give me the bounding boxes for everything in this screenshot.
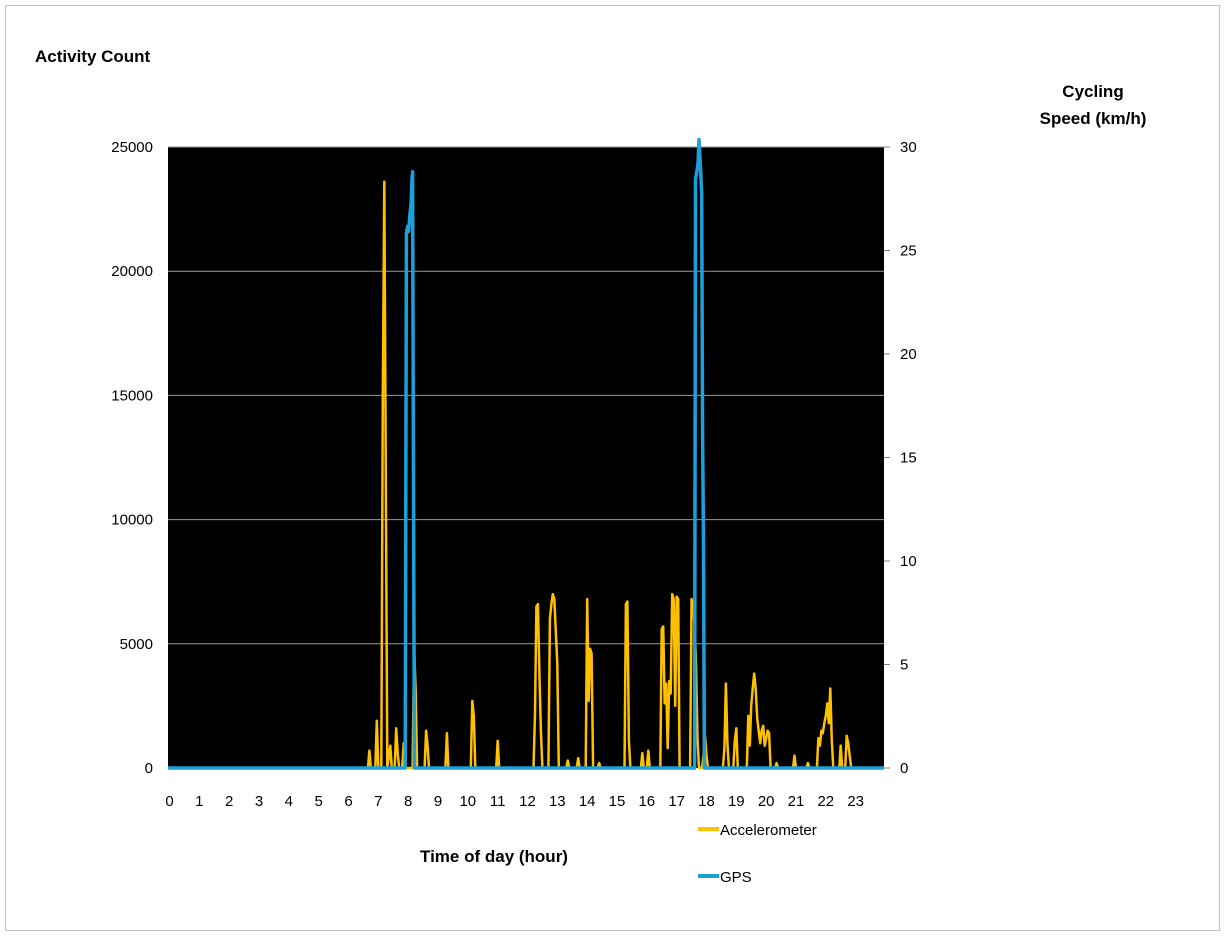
x-tick-label-20: 20 — [758, 793, 775, 810]
y-left-tick-label-0: 0 — [145, 760, 153, 777]
right-axis-title-line1: Cycling — [1062, 82, 1123, 101]
gridlines — [168, 146, 884, 645]
legend: Accelerometer GPS — [698, 822, 817, 886]
chart-frame — [5, 5, 1220, 931]
y-right-tick-label-25: 25 — [900, 243, 917, 260]
y-right-tick-label-30: 30 — [900, 139, 917, 156]
x-tick-label-11: 11 — [490, 793, 506, 810]
x-tick-label-17: 17 — [668, 793, 685, 810]
legend-label-accelerometer: Accelerometer — [720, 822, 817, 839]
legend-label-gps: GPS — [720, 869, 752, 886]
x-tick-label-14: 14 — [579, 793, 596, 810]
x-tick-label-15: 15 — [609, 793, 626, 810]
x-tick-label-3: 3 — [255, 793, 263, 810]
y-left-tick-label-10000: 10000 — [111, 512, 153, 529]
x-tick-label-10: 10 — [459, 793, 476, 810]
x-tick-label-2: 2 — [225, 793, 233, 810]
plot-area — [168, 147, 884, 768]
x-tick-label-0: 0 — [165, 793, 173, 810]
y-right-tick-label-15: 15 — [900, 450, 917, 467]
y-left-tick-label-25000: 25000 — [111, 139, 153, 156]
x-tick-label-4: 4 — [285, 793, 293, 810]
x-tick-label-19: 19 — [728, 793, 745, 810]
x-tick-label-12: 12 — [519, 793, 536, 810]
y-left-tick-label-20000: 20000 — [111, 263, 153, 280]
x-tick-label-16: 16 — [638, 793, 655, 810]
x-tick-label-9: 9 — [434, 793, 442, 810]
x-tick-label-23: 23 — [847, 793, 864, 810]
x-tick-label-7: 7 — [374, 793, 382, 810]
y-right-tick-label-5: 5 — [900, 657, 908, 674]
y-right-tick-label-0: 0 — [900, 760, 908, 777]
x-tick-label-21: 21 — [788, 793, 805, 810]
left-axis-title: Activity Count — [35, 47, 151, 66]
y-right-tick-label-10: 10 — [900, 553, 917, 570]
series-line-gps — [168, 137, 884, 770]
y-right-tick-label-20: 20 — [900, 346, 917, 363]
x-tick-label-8: 8 — [404, 793, 412, 810]
right-axis-title-line2: Speed (km/h) — [1040, 109, 1147, 128]
x-tick-label-5: 5 — [314, 793, 322, 810]
x-tick-label-22: 22 — [817, 793, 834, 810]
x-tick-label-1: 1 — [195, 793, 203, 810]
x-axis-title: Time of day (hour) — [420, 847, 568, 866]
y-left-tick-label-5000: 5000 — [120, 636, 153, 653]
series-layer — [168, 137, 884, 770]
x-tick-label-13: 13 — [549, 793, 566, 810]
x-tick-label-6: 6 — [344, 793, 352, 810]
y-left-tick-label-15000: 15000 — [111, 387, 153, 404]
x-tick-label-18: 18 — [698, 793, 715, 810]
